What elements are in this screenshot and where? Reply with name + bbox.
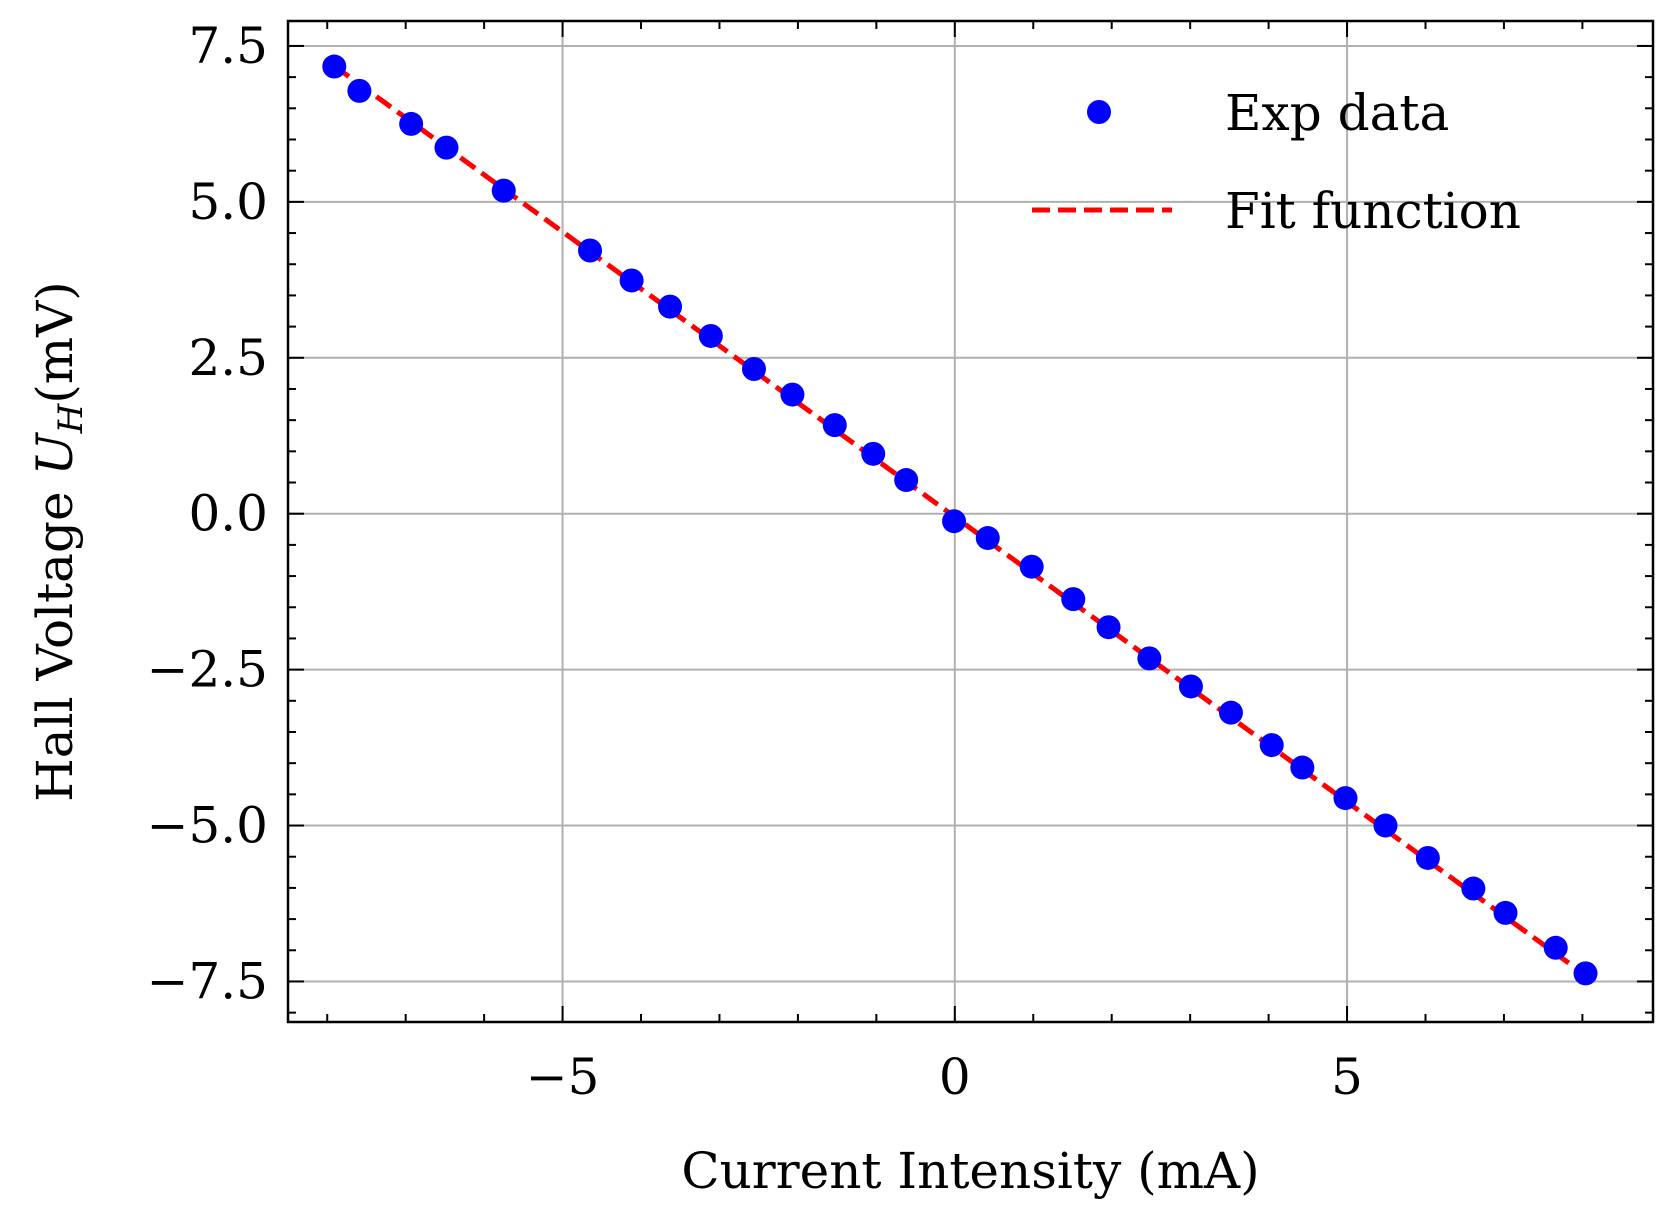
exp-data-point [1137, 646, 1162, 671]
x-tick-label: 0 [939, 1048, 971, 1106]
exp-data-point [1259, 733, 1284, 758]
y-tick-labels: −7.5 −5.0 −2.5 0.0 2.5 5.0 7.5 [147, 17, 268, 1011]
exp-data-point [1543, 935, 1568, 960]
x-tick-label: −5 [526, 1048, 600, 1106]
legend-exp-data-marker [1087, 100, 1111, 124]
exp-data-point [1333, 786, 1358, 811]
y-axis-label-unit: (mV) [26, 281, 84, 404]
exp-data-point [399, 111, 424, 136]
y-axis-label-symbol: U [26, 432, 84, 476]
exp-data-point [894, 468, 919, 493]
y-tick-label: 2.5 [188, 329, 268, 387]
exp-data-point [975, 526, 1000, 551]
exp-data-point [434, 135, 459, 160]
exp-data-point [1096, 615, 1121, 640]
x-tick-labels: −5 0 5 [526, 1048, 1363, 1106]
legend: Exp data Fit function [1032, 84, 1521, 240]
exp-data-point [1415, 845, 1440, 870]
legend-exp-data-label: Exp data [1225, 84, 1449, 142]
exp-data-point [322, 54, 347, 79]
exp-data-point [942, 509, 967, 534]
y-tick-label: 7.5 [188, 17, 268, 75]
exp-data-point [1290, 755, 1315, 780]
exp-data-point [578, 238, 603, 263]
exp-data-point [347, 78, 372, 103]
y-tick-label: 0.0 [188, 485, 268, 543]
exp-data-point [780, 382, 805, 407]
exp-data-point [1218, 700, 1243, 725]
exp-data-point [491, 178, 516, 203]
legend-fit-function-label: Fit function [1225, 182, 1521, 240]
exp-data-point [1573, 961, 1598, 986]
exp-data-point [619, 268, 644, 293]
y-tick-label: −7.5 [147, 952, 268, 1010]
exp-data-point [1461, 876, 1486, 901]
exp-data-point [822, 413, 847, 438]
exp-data-series [322, 54, 1598, 986]
axis-ticks [288, 21, 1653, 1022]
exp-data-point [1178, 674, 1203, 699]
y-axis-label: Hall Voltage UH(mV) [26, 281, 91, 802]
exp-data-point [741, 357, 766, 382]
x-tick-label: 5 [1331, 1048, 1363, 1106]
y-axis-label-prefix: Hall Voltage [26, 476, 84, 802]
y-tick-label: −2.5 [147, 641, 268, 699]
exp-data-point [658, 294, 683, 319]
x-axis-label: Current Intensity (mA) [681, 1142, 1259, 1200]
y-axis-label-subscript: H [51, 402, 91, 434]
exp-data-point [1373, 813, 1398, 838]
exp-data-point [698, 323, 723, 348]
y-tick-label: −5.0 [147, 797, 268, 855]
y-tick-label: 5.0 [188, 173, 268, 231]
exp-data-point [1493, 900, 1518, 925]
exp-data-point [861, 441, 886, 466]
exp-data-point [1061, 587, 1086, 612]
plot-frame [286, 19, 1655, 1024]
exp-data-point [1019, 554, 1044, 579]
